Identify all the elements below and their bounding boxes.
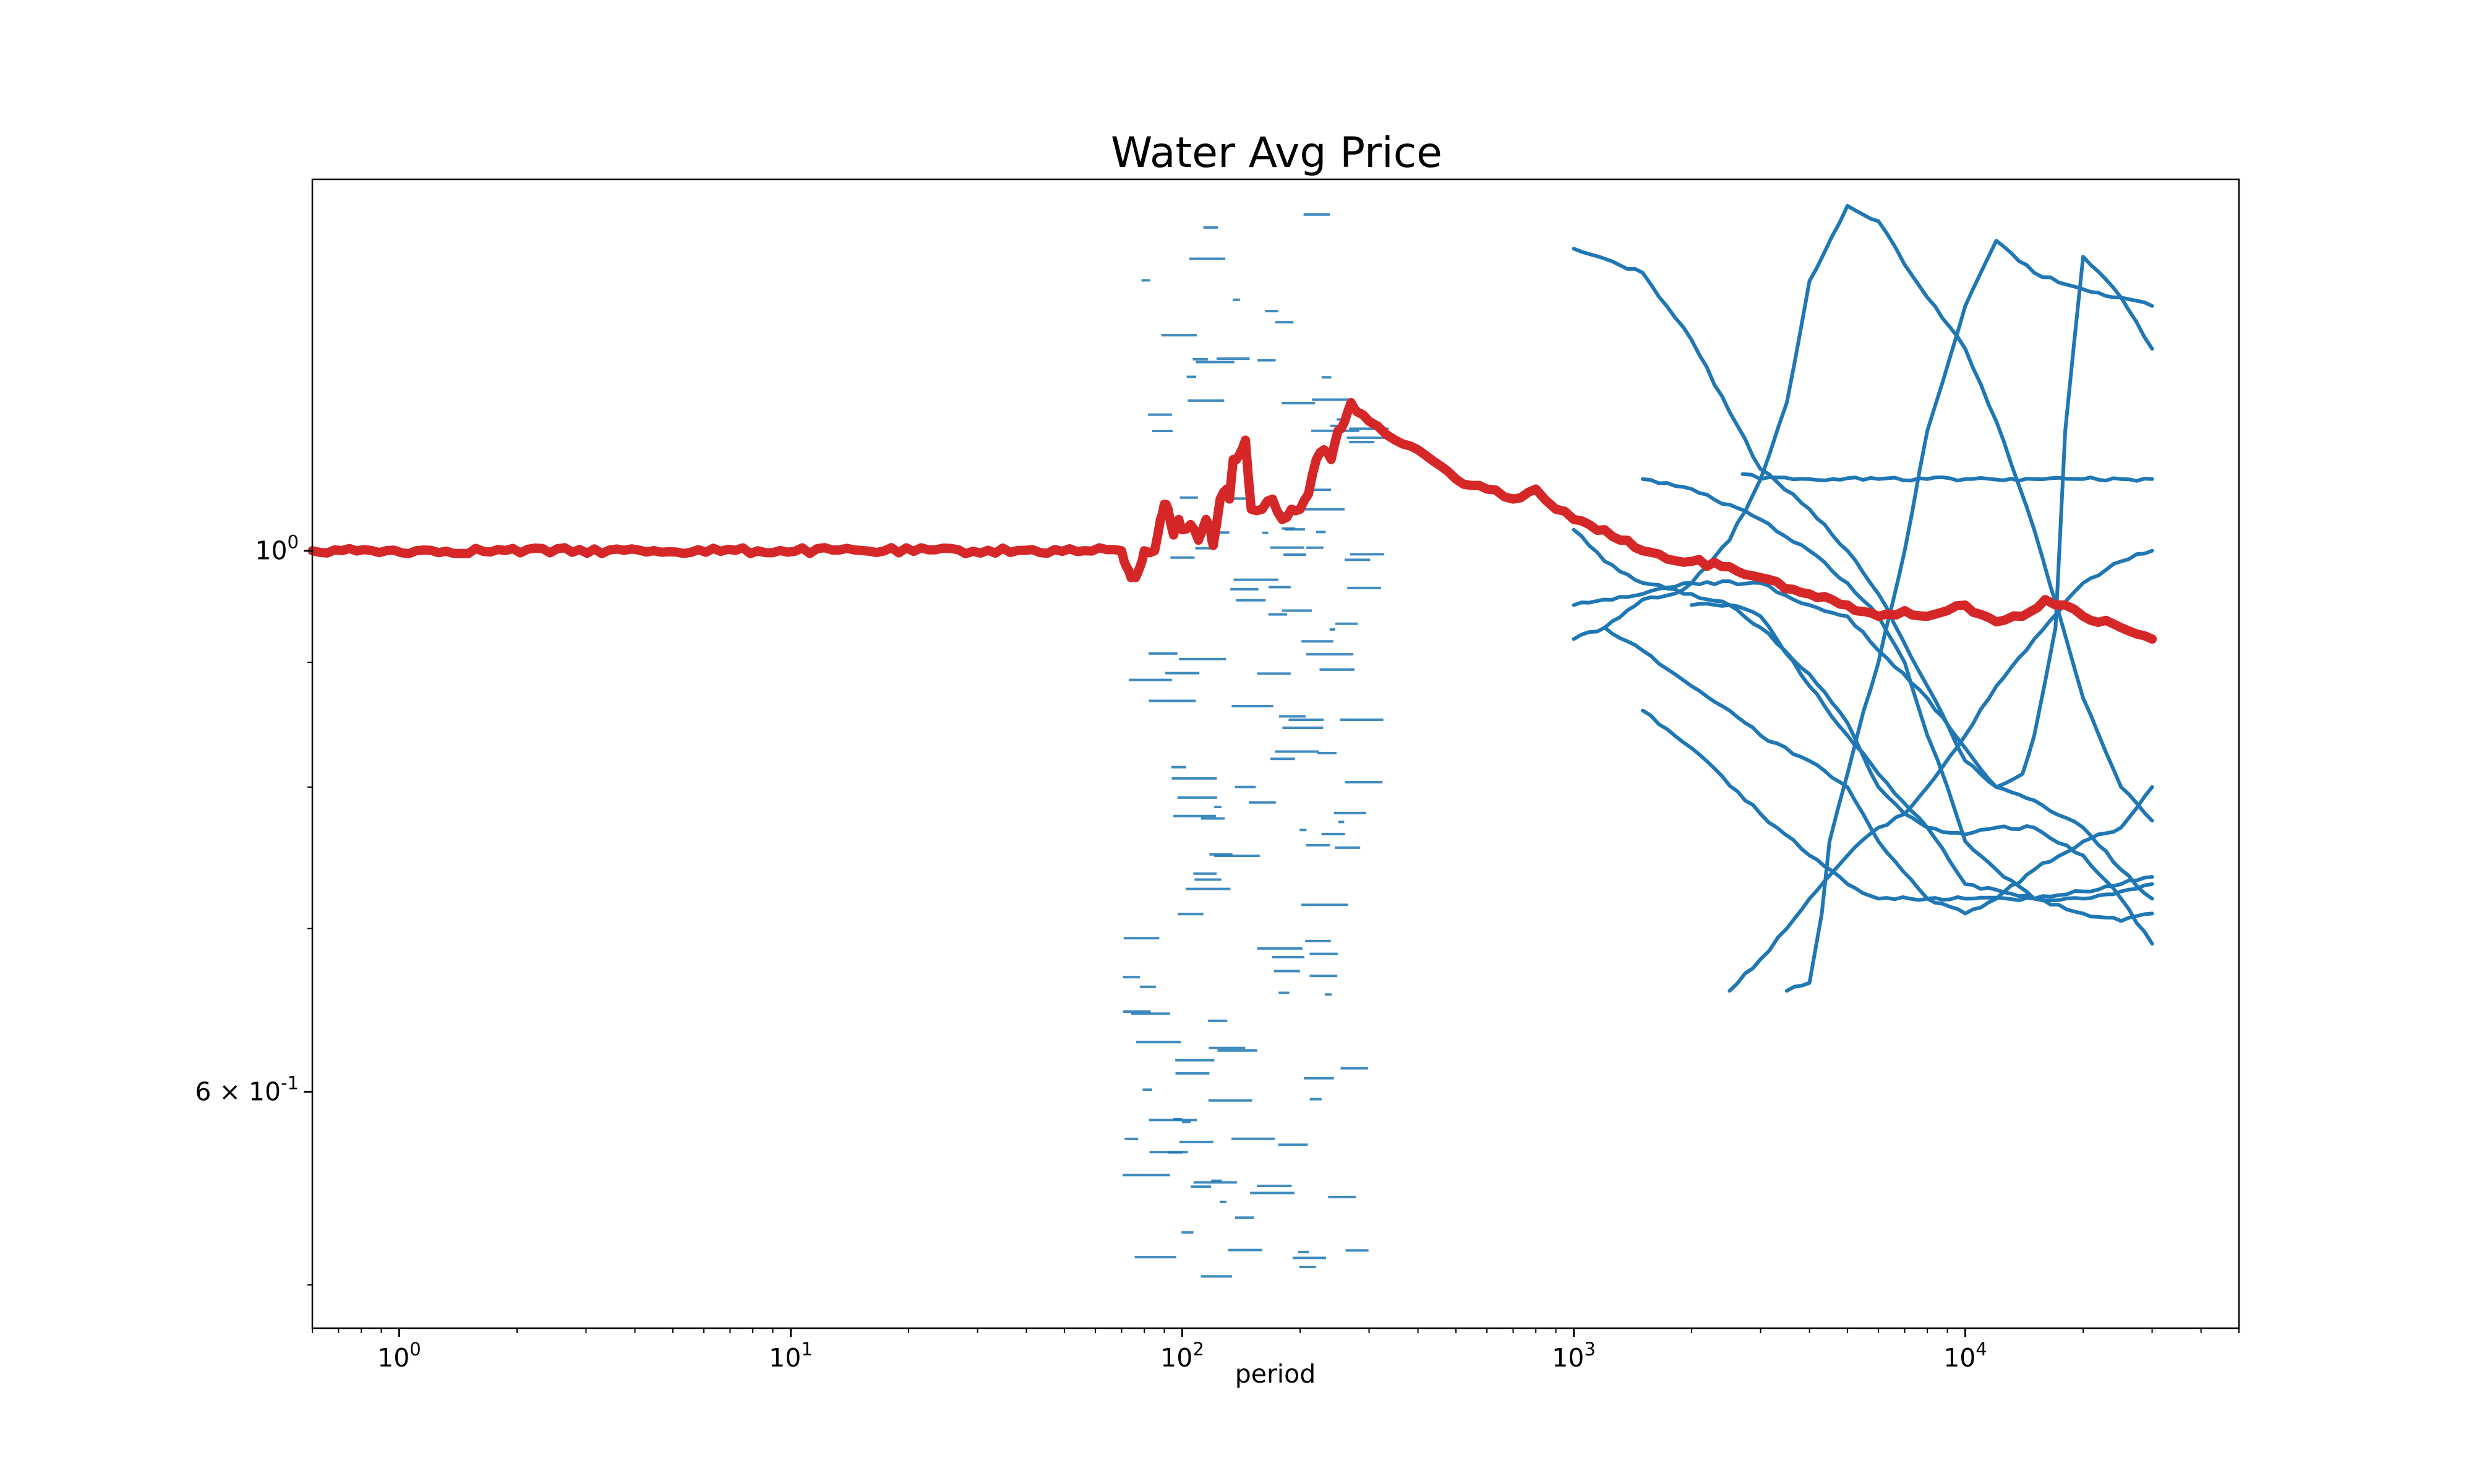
plot-frame <box>311 178 2240 1329</box>
chart-title: Water Avg Price <box>1111 129 1442 177</box>
x-tick-label: 104 <box>1943 1339 1987 1373</box>
run-series-line-4 <box>1740 472 2154 483</box>
x-tick-label: 103 <box>1552 1339 1596 1373</box>
x-tick-label: 101 <box>769 1339 813 1373</box>
run-series-line-9 <box>1641 709 2154 903</box>
x-axis-label: period <box>1235 1359 1316 1389</box>
y-axis-ticks: 100 6 × 10-1 <box>195 532 312 1286</box>
y-tick-label: 6 × 10-1 <box>195 1073 299 1107</box>
x-tick-label: 102 <box>1160 1339 1204 1373</box>
run-series-layer <box>1572 203 2154 993</box>
x-tick-label: 100 <box>377 1339 421 1373</box>
run-series-line-5 <box>1641 477 2154 923</box>
mean-series-layer <box>307 398 2157 644</box>
run-series-line-7 <box>1727 548 2154 993</box>
run-series-line-11 <box>1572 527 2154 901</box>
run-series-line-8 <box>1603 626 2154 916</box>
run-series-line-1 <box>1784 239 2154 993</box>
y-tick-label: 100 <box>255 532 299 566</box>
scatter-noise-layer <box>1123 213 1389 1278</box>
run-series-line-3 <box>1572 247 2154 789</box>
mean-series-line <box>307 398 2157 644</box>
x-axis-ticks: 100 101 102 103 104 <box>312 1328 2240 1373</box>
